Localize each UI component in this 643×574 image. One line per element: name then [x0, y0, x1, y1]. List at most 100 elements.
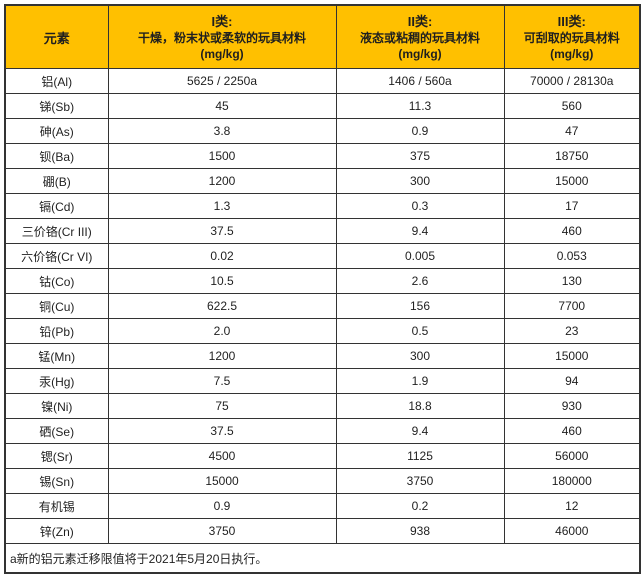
table-row: 六价铬(Cr VI) 0.02 0.005 0.053 — [4, 243, 641, 269]
table-row: 有机锡 0.9 0.2 12 — [4, 493, 641, 519]
element-name-cell: 锌(Zn) — [4, 518, 109, 544]
class2-value-cell: 2.6 — [335, 268, 505, 294]
header-cell-class-1: I类: 干燥，粉末状或柔软的玩具材料 (mg/kg) — [107, 4, 337, 69]
class1-value-cell: 1200 — [107, 168, 337, 194]
class1-value-cell: 0.02 — [107, 243, 337, 269]
class3-value-cell: 18750 — [503, 143, 641, 169]
class1-value-cell: 1500 — [107, 143, 337, 169]
table-row: 锶(Sr) 4500 1125 56000 — [4, 443, 641, 469]
class3-value-cell: 560 — [503, 93, 641, 119]
table-row: 三价铬(Cr III) 37.5 9.4 460 — [4, 218, 641, 244]
class2-value-cell: 9.4 — [335, 218, 505, 244]
class3-value-cell: 180000 — [503, 468, 641, 494]
header-class-3-desc: 可刮取的玩具材料 — [523, 30, 620, 45]
table-header: 元素 I类: 干燥，粉末状或柔软的玩具材料 (mg/kg) II类: 液态或粘稠… — [4, 4, 641, 69]
table-row: 铝(Al) 5625 / 2250a 1406 / 560a 70000 / 2… — [4, 68, 641, 94]
class3-value-cell: 17 — [503, 193, 641, 219]
element-name-cell: 铝(Al) — [4, 68, 109, 94]
header-element-label: 元素 — [43, 30, 70, 46]
table-row: 镍(Ni) 75 18.8 930 — [4, 393, 641, 419]
class1-value-cell: 15000 — [107, 468, 337, 494]
class2-value-cell: 300 — [335, 168, 505, 194]
class1-value-cell: 3.8 — [107, 118, 337, 144]
toy-material-limits-table: 元素 I类: 干燥，粉末状或柔软的玩具材料 (mg/kg) II类: 液态或粘稠… — [4, 4, 641, 574]
class3-value-cell: 15000 — [503, 168, 641, 194]
table-row: 锑(Sb) 45 11.3 560 — [4, 93, 641, 119]
element-name-cell: 锰(Mn) — [4, 343, 109, 369]
header-cell-class-2: II类: 液态或粘稠的玩具材料 (mg/kg) — [335, 4, 505, 69]
class3-value-cell: 23 — [503, 318, 641, 344]
class3-value-cell: 94 — [503, 368, 641, 394]
header-cell-class-3: III类: 可刮取的玩具材料 (mg/kg) — [503, 4, 641, 69]
element-name-cell: 铜(Cu) — [4, 293, 109, 319]
class2-value-cell: 0.5 — [335, 318, 505, 344]
class3-value-cell: 130 — [503, 268, 641, 294]
header-class-1-desc: 干燥，粉末状或柔软的玩具材料 — [137, 30, 306, 45]
class3-value-cell: 460 — [503, 218, 641, 244]
class3-value-cell: 46000 — [503, 518, 641, 544]
class2-value-cell: 3750 — [335, 468, 505, 494]
class3-value-cell: 930 — [503, 393, 641, 419]
class1-value-cell: 0.9 — [107, 493, 337, 519]
class1-value-cell: 1.3 — [107, 193, 337, 219]
header-row: 元素 I类: 干燥，粉末状或柔软的玩具材料 (mg/kg) II类: 液态或粘稠… — [4, 4, 641, 69]
class1-value-cell: 1200 — [107, 343, 337, 369]
table-row: 硒(Se) 37.5 9.4 460 — [4, 418, 641, 444]
footnote-text: a新的铝元素迁移限值将于2021年5月20日执行。 — [4, 543, 641, 574]
element-name-cell: 锑(Sb) — [4, 93, 109, 119]
class1-value-cell: 45 — [107, 93, 337, 119]
class1-value-cell: 75 — [107, 393, 337, 419]
class2-value-cell: 1.9 — [335, 368, 505, 394]
class1-value-cell: 37.5 — [107, 418, 337, 444]
class3-value-cell: 0.053 — [503, 243, 641, 269]
table-body: 铝(Al) 5625 / 2250a 1406 / 560a 70000 / 2… — [4, 68, 641, 544]
table-row: 铅(Pb) 2.0 0.5 23 — [4, 318, 641, 344]
element-name-cell: 钴(Co) — [4, 268, 109, 294]
header-class-2-unit: (mg/kg) — [398, 46, 442, 61]
element-name-cell: 锶(Sr) — [4, 443, 109, 469]
element-name-cell: 钡(Ba) — [4, 143, 109, 169]
element-name-cell: 镍(Ni) — [4, 393, 109, 419]
class2-value-cell: 156 — [335, 293, 505, 319]
table-row: 锰(Mn) 1200 300 15000 — [4, 343, 641, 369]
table-row: 钡(Ba) 1500 375 18750 — [4, 143, 641, 169]
class3-value-cell: 460 — [503, 418, 641, 444]
header-class-3-unit: (mg/kg) — [550, 46, 594, 61]
element-name-cell: 砷(As) — [4, 118, 109, 144]
class3-value-cell: 12 — [503, 493, 641, 519]
class1-value-cell: 622.5 — [107, 293, 337, 319]
element-name-cell: 镉(Cd) — [4, 193, 109, 219]
element-name-cell: 铅(Pb) — [4, 318, 109, 344]
table-row: 钴(Co) 10.5 2.6 130 — [4, 268, 641, 294]
class3-value-cell: 47 — [503, 118, 641, 144]
element-name-cell: 锡(Sn) — [4, 468, 109, 494]
table-row: 镉(Cd) 1.3 0.3 17 — [4, 193, 641, 219]
table-row: 硼(B) 1200 300 15000 — [4, 168, 641, 194]
class2-value-cell: 1125 — [335, 443, 505, 469]
class1-value-cell: 7.5 — [107, 368, 337, 394]
header-class-2-title: II类: — [407, 13, 433, 29]
class1-value-cell: 2.0 — [107, 318, 337, 344]
class2-value-cell: 0.2 — [335, 493, 505, 519]
header-cell-element: 元素 — [4, 4, 109, 69]
table-row: 汞(Hg) 7.5 1.9 94 — [4, 368, 641, 394]
element-name-cell: 硒(Se) — [4, 418, 109, 444]
class2-value-cell: 1406 / 560a — [335, 68, 505, 94]
class3-value-cell: 70000 / 28130a — [503, 68, 641, 94]
class2-value-cell: 11.3 — [335, 93, 505, 119]
element-name-cell: 汞(Hg) — [4, 368, 109, 394]
table-row: 锌(Zn) 3750 938 46000 — [4, 518, 641, 544]
class2-value-cell: 0.3 — [335, 193, 505, 219]
table-footer: a新的铝元素迁移限值将于2021年5月20日执行。 — [4, 543, 641, 574]
table-row: 锡(Sn) 15000 3750 180000 — [4, 468, 641, 494]
class1-value-cell: 10.5 — [107, 268, 337, 294]
header-class-1-title: I类: — [211, 13, 233, 29]
footnote-row: a新的铝元素迁移限值将于2021年5月20日执行。 — [4, 543, 641, 574]
element-name-cell: 有机锡 — [4, 493, 109, 519]
class2-value-cell: 938 — [335, 518, 505, 544]
class3-value-cell: 56000 — [503, 443, 641, 469]
element-name-cell: 硼(B) — [4, 168, 109, 194]
header-class-3-title: III类: — [557, 13, 586, 29]
element-name-cell: 六价铬(Cr VI) — [4, 243, 109, 269]
class2-value-cell: 300 — [335, 343, 505, 369]
